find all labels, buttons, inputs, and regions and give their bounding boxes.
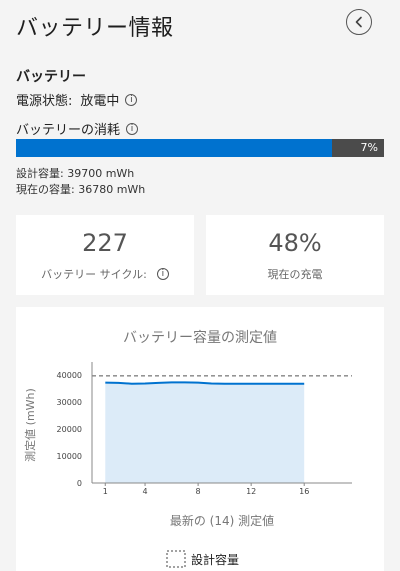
- wear-progress-fill: [16, 139, 333, 157]
- wear-progress-bar: 7%: [16, 139, 384, 157]
- y-axis-label: 測定値 (mWh): [23, 388, 37, 462]
- back-button[interactable]: [346, 9, 372, 35]
- capacity-area: [105, 382, 305, 483]
- cycle-count-label: バッテリー サイクル:: [41, 268, 147, 281]
- power-state-label: 電源状態:: [16, 94, 73, 109]
- cycle-count-label-row: バッテリー サイクル: i: [16, 266, 194, 282]
- design-capacity-text: 設計容量: 39700 mWh: [16, 167, 135, 180]
- charge-label-row: 現在の充電: [206, 266, 384, 282]
- power-state-value: 放電中: [80, 94, 120, 109]
- header: バッテリー情報: [0, 0, 400, 50]
- x-tick-label: 4: [143, 487, 148, 496]
- battery-section-title: バッテリー: [16, 69, 86, 85]
- current-capacity-text: 現在の容量: 36780 mWh: [16, 183, 146, 196]
- wear-row: バッテリーの消耗 i: [16, 119, 139, 138]
- chevron-left-icon: [355, 16, 362, 28]
- x-tick-label: 1: [103, 487, 108, 496]
- x-axis-label: 最新の (14) 測定値: [170, 513, 274, 528]
- info-icon[interactable]: i: [125, 93, 138, 106]
- legend-label: 設計容量: [191, 552, 239, 567]
- y-tick-label: 40000: [57, 371, 82, 380]
- capacity-series-line: [105, 381, 305, 385]
- info-icon[interactable]: i: [126, 122, 139, 135]
- capacity-chart: 0 10000 20000 30000 40000 1 4 8 12 16 測定値 (mWh) 最新の…: [23, 362, 352, 568]
- y-tick-label: 20000: [57, 425, 82, 434]
- cycle-count-card: 227 バッテリー サイクル: i: [16, 215, 194, 295]
- x-tick-label: 16: [299, 487, 309, 496]
- charge-label: 現在の充電: [267, 268, 323, 281]
- capacity-chart-panel: バッテリー容量の測定値 0 10000 20000 30000 40000 1 4 8 12 16…: [16, 307, 384, 571]
- y-tick-label: 0: [77, 479, 82, 488]
- cycle-count-value: 227: [82, 229, 128, 257]
- power-state-row: 電源状態: 放電中 i: [16, 90, 138, 109]
- chart-title: バッテリー容量の測定値: [123, 330, 277, 346]
- y-tick-label: 10000: [57, 452, 82, 461]
- charge-value: 48%: [268, 229, 322, 257]
- wear-percent-label: 7%: [360, 141, 378, 154]
- wear-label: バッテリーの消耗: [16, 123, 121, 138]
- legend-swatch: [166, 550, 186, 568]
- x-tick-label: 8: [196, 487, 201, 496]
- charge-card: 48% 現在の充電: [206, 215, 384, 295]
- info-icon[interactable]: i: [156, 268, 169, 280]
- x-tick-label: 12: [246, 487, 256, 496]
- page-title: バッテリー情報: [16, 16, 174, 41]
- y-tick-label: 30000: [57, 398, 82, 407]
